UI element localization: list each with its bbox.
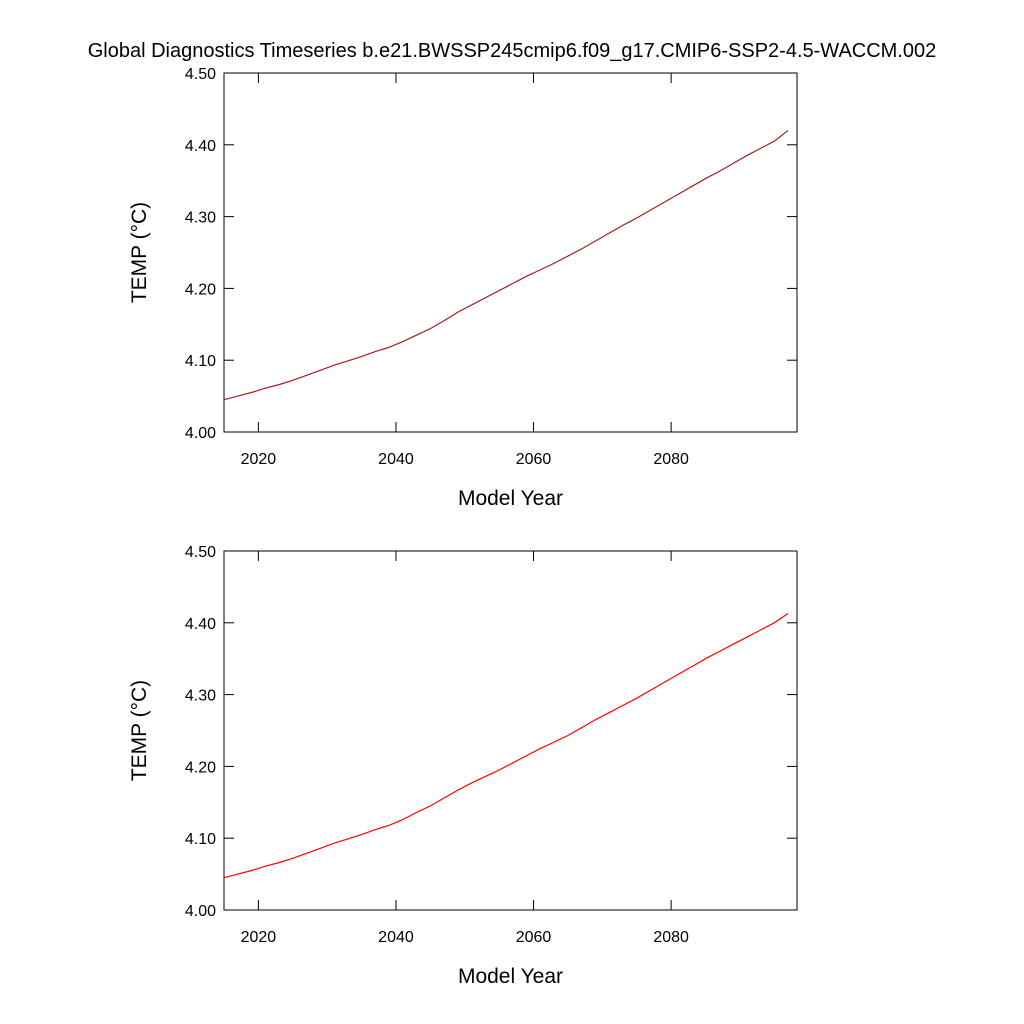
x-tick-label: 2040 (378, 451, 414, 468)
y-tick-label: 4.20 (185, 759, 216, 776)
x-tick-label: 2080 (653, 451, 689, 468)
y-tick-label: 4.40 (185, 138, 216, 155)
plot-frame (223, 72, 798, 433)
x-tick-label: 2060 (516, 929, 552, 946)
chart-title: Global Diagnostics Timeseries b.e21.BWSS… (88, 40, 937, 62)
y-tick-label: 4.00 (185, 903, 216, 920)
x-tick-label: 2020 (241, 929, 277, 946)
y-tick-label: 4.30 (185, 688, 216, 705)
y-tick-label: 4.20 (185, 281, 216, 298)
x-tick-label: 2060 (516, 451, 552, 468)
y-tick-label: 4.40 (185, 616, 216, 633)
series-line (223, 129, 789, 401)
x-tick-label: 2020 (241, 451, 277, 468)
y-tick-label: 4.30 (185, 210, 216, 227)
y-axis-label: TEMP (°C) (128, 680, 151, 781)
y-tick-label: 4.50 (185, 66, 216, 83)
y-axis-label: TEMP (°C) (128, 202, 151, 303)
y-tick-label: 4.10 (185, 353, 216, 370)
x-tick-label: 2040 (378, 929, 414, 946)
series-line (223, 612, 789, 879)
x-axis-label: Model Year (458, 965, 563, 988)
x-tick-label: 2080 (653, 929, 689, 946)
x-axis-label: Model Year (458, 487, 563, 510)
y-tick-label: 4.50 (185, 544, 216, 561)
y-tick-label: 4.00 (185, 425, 216, 442)
y-tick-label: 4.10 (185, 831, 216, 848)
plot-frame (223, 550, 798, 911)
